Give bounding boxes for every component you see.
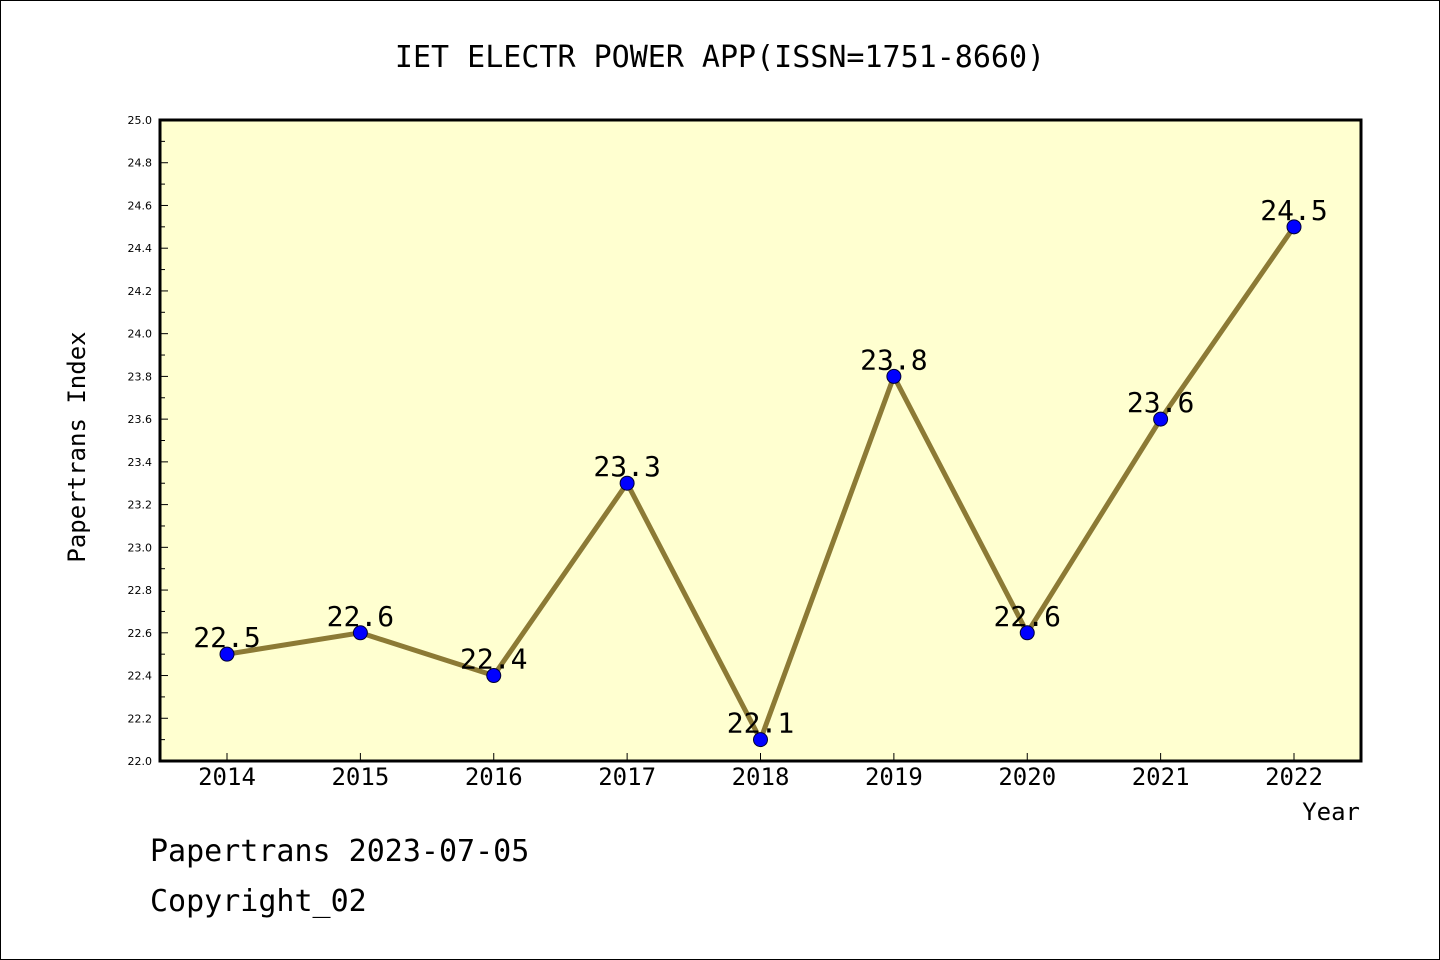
y-tick-label: 23.4 [128, 456, 153, 469]
data-label: 24.5 [1260, 194, 1327, 227]
x-tick-label: 2015 [331, 763, 389, 791]
data-point [219, 646, 235, 662]
x-axis-label: Year [1302, 798, 1360, 826]
data-point [619, 475, 635, 491]
y-tick-label: 22.4 [128, 670, 153, 683]
y-tick-label: 23.2 [128, 499, 153, 512]
x-tick-label: 2018 [732, 763, 790, 791]
x-tick-label: 2022 [1265, 763, 1323, 791]
x-tick-label: 2016 [465, 763, 523, 791]
y-tick-label: 24.6 [128, 199, 153, 212]
y-tick-label: 23.6 [128, 413, 153, 426]
data-label: 23.8 [860, 343, 927, 376]
x-axis: 2014 2015 2016 2017 2018 2019 2020 2021 2022 [198, 753, 1323, 791]
y-tick-label: 22.0 [128, 755, 153, 768]
data-point [1153, 411, 1169, 427]
x-tick-label: 2020 [998, 763, 1056, 791]
data-label: 22.6 [994, 600, 1061, 633]
data-label: 23.3 [593, 450, 660, 483]
data-label: 22.6 [327, 600, 394, 633]
data-point [886, 368, 902, 384]
data-point [1286, 219, 1302, 235]
y-tick-label: 24.4 [128, 242, 153, 255]
y-axis: 22.0 22.2 22.4 22.6 22.8 23.0 23.2 23.4 23.6 23.8… [128, 114, 168, 768]
y-tick-label: 23.8 [128, 370, 153, 383]
data-label: 22.5 [193, 621, 260, 654]
data-point [352, 625, 368, 641]
y-tick-label: 24.2 [128, 285, 153, 298]
data-label: 22.1 [727, 707, 794, 740]
data-label: 23.6 [1127, 386, 1194, 419]
x-tick-label: 2021 [1132, 763, 1190, 791]
data-point [486, 668, 502, 684]
y-tick-label: 22.8 [128, 584, 153, 597]
y-axis-label: Papertrans Index [63, 331, 91, 562]
y-tick-label: 24.8 [128, 157, 153, 170]
plot-area [158, 118, 1363, 763]
series-line-group [219, 219, 1302, 748]
x-tick-label: 2019 [865, 763, 923, 791]
x-tick-label: 2017 [598, 763, 656, 791]
data-point [1019, 625, 1035, 641]
y-tick-label: 22.2 [128, 712, 153, 725]
y-tick-label: 22.6 [128, 627, 153, 640]
chart-title: IET ELECTR POWER APP(ISSN=1751-8660) [395, 40, 1045, 75]
data-point [753, 732, 768, 748]
footer-source-date: Papertrans 2023-07-05 [150, 834, 530, 869]
y-tick-label: 23.0 [128, 541, 153, 554]
data-label: 22.4 [460, 643, 527, 676]
footer-copyright: Copyright_02 [150, 884, 367, 919]
y-tick-label: 24.0 [128, 328, 153, 341]
y-tick-label: 25.0 [128, 114, 153, 127]
data-labels: 22.5 22.6 22.4 23.3 22.1 23.8 22.6 23.6 24.5 [193, 194, 1327, 740]
x-tick-label: 2014 [198, 763, 256, 791]
